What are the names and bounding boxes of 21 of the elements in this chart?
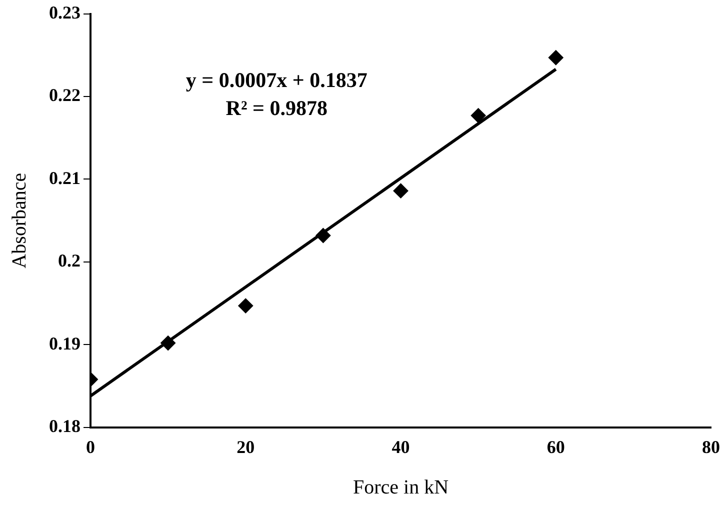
y-axis-title: Absorbance [8,172,30,268]
y-tick-label: 0.2 [58,250,80,271]
x-axis-title: Force in kN [352,476,449,498]
x-tick-label: 0 [86,436,95,457]
x-tick-label: 40 [392,436,410,457]
annotation: R² = 0.9878 [226,96,328,120]
y-tick-label: 0.18 [49,416,80,436]
y-tick-label: 0.21 [49,168,80,188]
point [470,108,486,124]
point [548,50,564,66]
annotation: y = 0.0007x + 0.1837 [186,68,368,92]
x-tick-label: 60 [546,436,565,457]
point [393,183,408,198]
y-tick-label: 0.19 [49,333,80,354]
point [160,336,176,351]
point [316,228,331,243]
point [238,298,254,314]
x-tick-label: 20 [236,436,255,457]
x-tick-label: 80 [702,436,720,457]
y-tick-label: 0.23 [49,2,80,22]
y-tick-label: 0.22 [49,85,80,106]
